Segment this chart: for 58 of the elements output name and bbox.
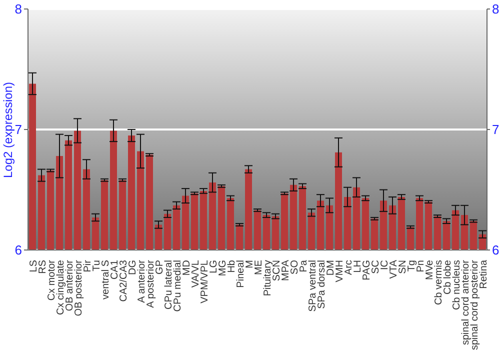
x-tick-label: SN	[398, 260, 408, 274]
x-tick-label: SPa ventral	[308, 260, 318, 312]
x-tick-label: M	[244, 260, 256, 268]
x-tick-label: CPu medial	[172, 260, 184, 312]
x-tick-label: Pituitary	[262, 260, 274, 296]
x-tick-label: MVe	[424, 260, 436, 280]
x-tick-label: Retina	[478, 260, 490, 289]
y-tick-label: 6	[14, 242, 22, 258]
x-tick-label: VMH	[334, 260, 346, 282]
x-tick-label: A posterior	[146, 259, 156, 308]
x-tick-label: SPa dorsal	[316, 260, 328, 309]
x-tick-label: SO	[290, 260, 300, 274]
x-tick-label: VTA	[388, 260, 400, 279]
x-tick-label: Cx cingulate	[56, 260, 66, 316]
x-tick-label: A anterior	[136, 259, 148, 303]
x-tick-label: Pineal	[236, 260, 246, 288]
x-tick-label: MD	[182, 260, 192, 276]
x-tick-label: GP	[154, 260, 166, 274]
x-tick-label: LG	[208, 260, 220, 274]
x-tick-label: DM	[326, 260, 336, 276]
x-tick-label: OB anterior	[64, 259, 76, 312]
x-tick-label: OB posterior	[74, 259, 84, 316]
x-tick-label: LH	[352, 260, 364, 273]
x-tick-label: Cx motor	[46, 259, 58, 301]
x-tick-label: VPM/VPL	[200, 260, 210, 304]
x-tick-label: ventral S	[100, 260, 112, 300]
x-tick-label: CA2/CA3	[118, 260, 130, 302]
x-tick-label: spinal cord posterior	[470, 259, 480, 350]
y2-tick-label: 6	[492, 242, 500, 258]
x-tick-label: Cb nucleus	[452, 260, 462, 310]
y-axis-title: Log2 (expression)	[1, 82, 15, 178]
x-tick-label: MG	[218, 260, 228, 276]
x-tick-label: SCN	[272, 260, 282, 282]
x-tick-label: CA1	[110, 260, 120, 280]
y2-tick-label: 7	[492, 122, 500, 138]
x-tick-label: SC	[370, 260, 382, 274]
x-tick-label: VA/VL	[190, 260, 202, 288]
x-tick-label: RS	[38, 260, 48, 274]
x-tick-label: PAG	[362, 260, 372, 280]
x-tick-label: Hb	[226, 260, 238, 273]
x-tick-label: LS	[28, 260, 40, 272]
x-tick-label: Cb vermis	[434, 260, 444, 306]
x-tick-label: Pn	[416, 260, 426, 272]
x-tick-label: CPu lateral	[164, 260, 174, 310]
x-tick-label: Pa	[298, 260, 310, 272]
y-tick-label: 8	[14, 2, 22, 17]
x-tick-label: Pir	[82, 259, 94, 272]
x-tick-label: MPA	[280, 260, 292, 281]
x-tick-label: ME	[254, 260, 264, 275]
x-tick-label: Tu	[92, 260, 102, 272]
x-tick-label: DG	[128, 260, 138, 275]
x-tick-label: Tg	[406, 260, 418, 272]
x-tick-label: spinal cord anterior	[460, 259, 472, 346]
x-tick-label: Cb lobe	[442, 260, 454, 294]
x-tick-label: IC	[380, 260, 390, 270]
y-tick-label: 7	[14, 122, 22, 138]
x-tick-label: Arc	[344, 260, 354, 275]
y2-tick-label: 8	[492, 2, 500, 17]
